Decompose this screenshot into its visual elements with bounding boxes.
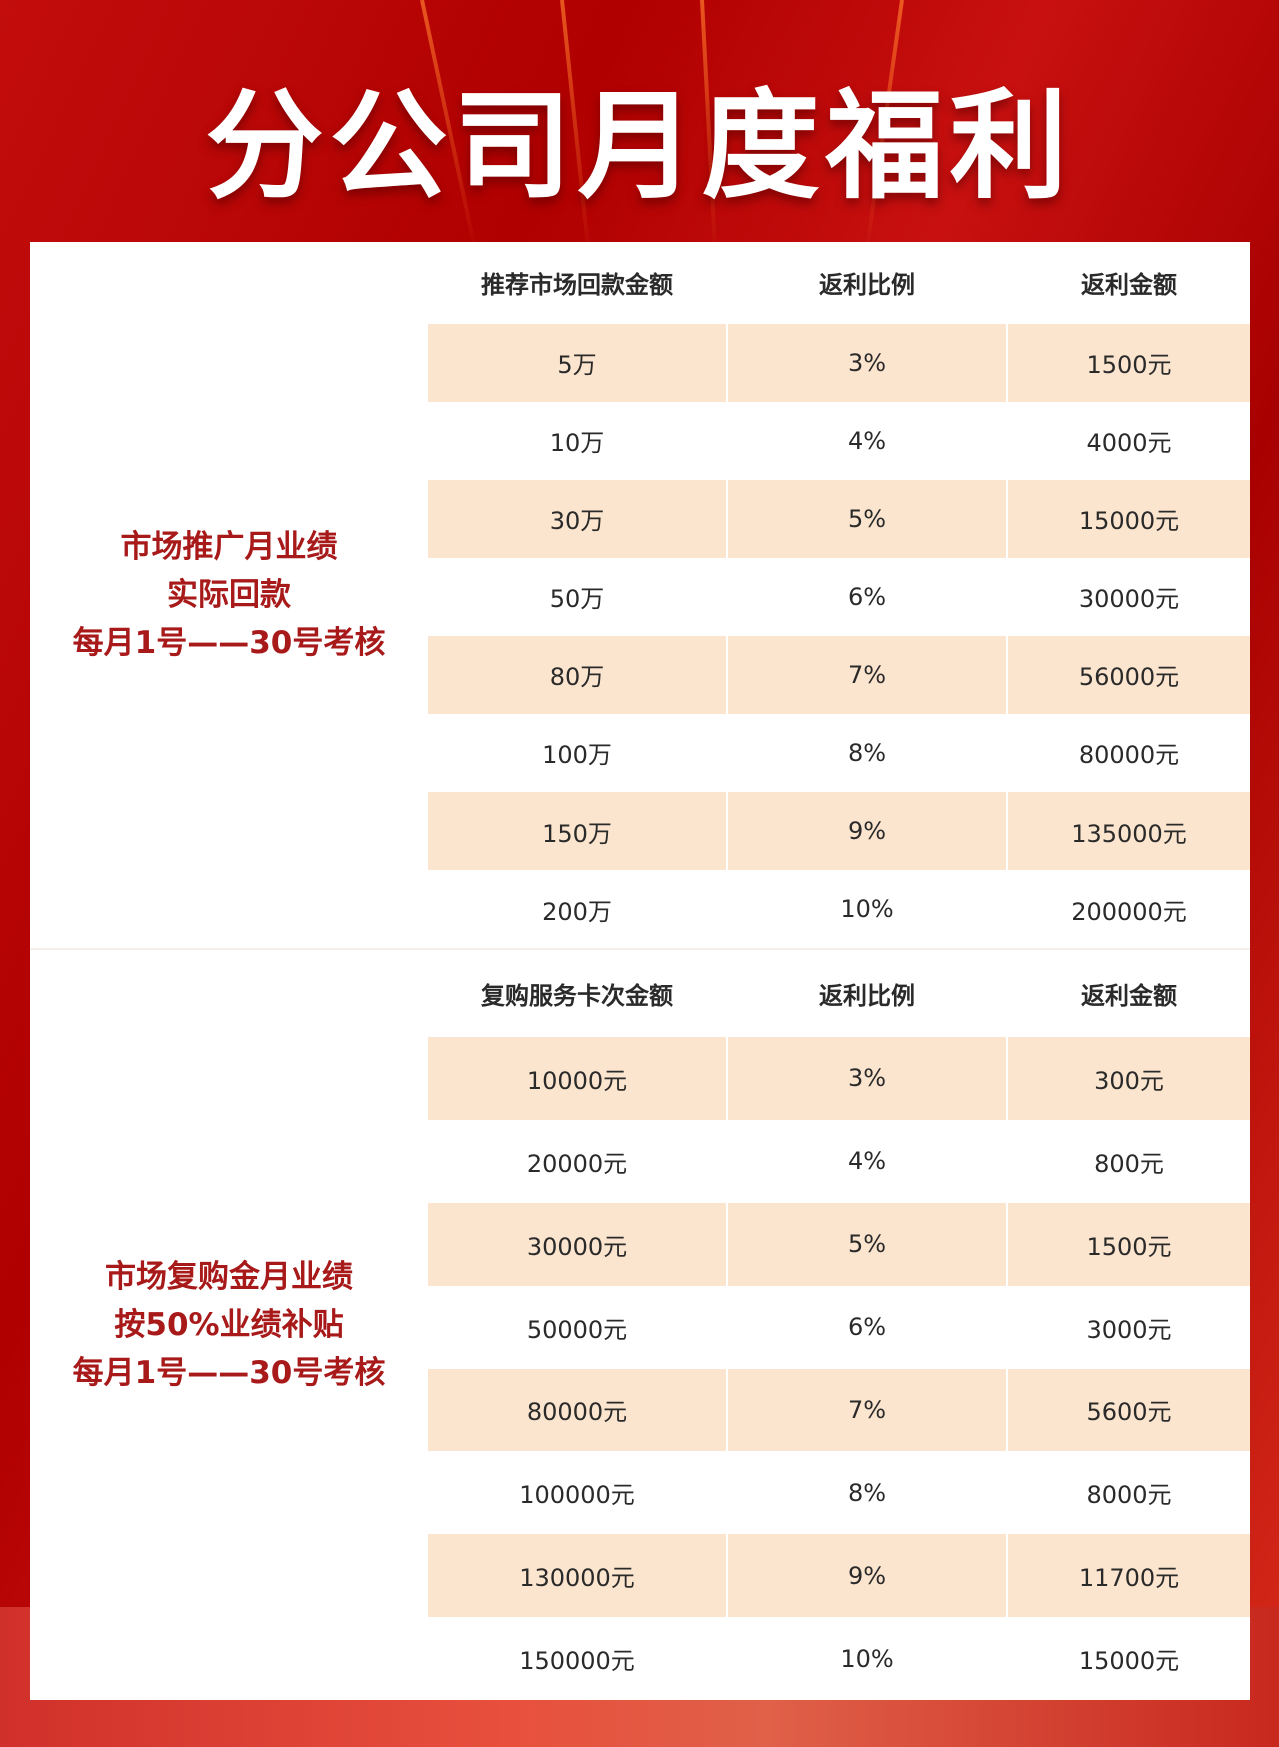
header-row: 复购服务卡次金额 返利比例 返利金额 [428,950,1250,1038]
table-cell: 80000元 [428,1368,728,1452]
label-line: 实际回款 [167,577,291,613]
table-row: 200万 10% 200000元 [428,870,1250,949]
table-row: 30000元 5% 1500元 [428,1202,1250,1286]
column-header: 返利比例 [728,242,1008,324]
table-cell: 8% [728,713,1008,792]
table-cell: 150万 [428,792,728,871]
label-line: 市场复购金月业绩 [105,1259,353,1295]
table-cell: 56000元 [1008,635,1250,714]
table-cell: 10000元 [428,1037,728,1120]
table-cell: 50万 [428,557,728,636]
header-row: 推荐市场回款金额 返利比例 返利金额 [428,242,1250,324]
column-header: 复购服务卡次金额 [428,950,728,1038]
table-row: 150000元 10% 15000元 [428,1617,1250,1701]
table-cell: 4% [728,401,1008,480]
table-cell: 3% [728,323,1008,402]
table-cell: 200万 [428,870,728,949]
column-header: 返利比例 [728,950,1008,1038]
table-cell: 20000元 [428,1119,728,1203]
page-title: 分公司月度福利 [205,77,1074,215]
table-cell: 7% [728,1368,1008,1452]
table-row: 20000元 4% 800元 [428,1119,1250,1203]
table-row: 50000元 6% 3000元 [428,1285,1250,1369]
table-cell: 80000元 [1078,741,1180,770]
table-row: 50万 6% 30000元 [428,557,1250,636]
table-cell: 15000元 [1008,479,1250,558]
table-cell: 300元 [1008,1037,1250,1120]
benefits-card: 市场推广月业绩 实际回款 每月1号——30号考核 推荐市场回款金额 返利比例 返利金… [30,242,1250,1701]
table-cell: 200000元 [1071,897,1187,926]
section-promotion: 市场推广月业绩 实际回款 每月1号——30号考核 推荐市场回款金额 返利比例 返利金… [30,242,1250,949]
section-label: 市场推广月业绩 实际回款 每月1号——30号考核 [30,242,428,948]
table-row: 5万 3% 1500元 [428,323,1250,402]
table-cell: 30万 [428,479,728,558]
table-cell: 30000元 [428,1202,728,1286]
table-cell: 135000元 [1008,792,1250,871]
table-cell: 30000元 [1078,585,1180,614]
table-row: 80000元 7% 5600元 [428,1368,1250,1452]
table-cell: 10万 [428,401,728,480]
table-cell: 100万 [428,713,728,792]
table-cell: 9% [728,792,1008,871]
table-cell: 130000元 [428,1534,728,1618]
label-line: 市场推广月业绩 [120,529,338,565]
table-cell: 6% [728,557,1008,636]
table-cell: 4000元 [1086,429,1172,458]
table-cell: 5% [728,1202,1008,1286]
table-cell: 3% [728,1037,1008,1120]
table-row: 10000元 3% 300元 [428,1037,1250,1120]
table-row: 130000元 9% 11700元 [428,1534,1250,1618]
label-line: 每月1号——30号考核 [72,625,386,661]
table-row: 80万 7% 56000元 [428,635,1250,714]
table-cell: 7% [728,635,1008,714]
column-header: 返利金额 [1081,271,1177,300]
table-cell: 5万 [428,323,728,402]
column-header: 推荐市场回款金额 [428,242,728,324]
rebate-table: 推荐市场回款金额 返利比例 返利金额 5万 3% 1500元 10万 4% 4000元 30万 5%… [428,242,1250,949]
table-row: 100000元 8% 8000元 [428,1451,1250,1535]
table-cell: 150000元 [428,1617,728,1701]
table-cell: 4% [728,1119,1008,1203]
table-cell: 8% [728,1451,1008,1535]
label-line: 每月1号——30号考核 [72,1355,386,1391]
table-cell: 1500元 [1008,1202,1250,1286]
section-repurchase: 市场复购金月业绩 按50%业绩补贴 每月1号——30号考核 复购服务卡次金额 返利… [30,948,1250,1701]
table-cell: 3000元 [1086,1315,1172,1344]
table-cell: 11700元 [1008,1534,1250,1618]
table-cell: 6% [728,1285,1008,1369]
table-row: 100万 8% 80000元 [428,713,1250,792]
table-cell: 50000元 [428,1285,728,1369]
column-header: 返利金额 [1081,982,1177,1010]
table-cell: 10% [728,1617,1008,1701]
table-cell: 15000元 [1078,1647,1180,1676]
table-cell: 5% [728,479,1008,558]
table-cell: 80万 [428,635,728,714]
table-cell: 9% [728,1534,1008,1618]
table-cell: 800元 [1094,1149,1164,1178]
table-cell: 8000元 [1086,1481,1172,1510]
label-line: 按50%业绩补贴 [114,1307,344,1343]
table-row: 30万 5% 15000元 [428,479,1250,558]
rebate-table: 复购服务卡次金额 返利比例 返利金额 10000元 3% 300元 20000元 4% 800元… [428,950,1250,1701]
table-cell: 10% [728,870,1008,949]
table-cell: 100000元 [428,1451,728,1535]
section-label: 市场复购金月业绩 按50%业绩补贴 每月1号——30号考核 [30,950,428,1700]
table-row: 150万 9% 135000元 [428,792,1250,871]
table-cell: 5600元 [1008,1368,1250,1452]
table-row: 10万 4% 4000元 [428,401,1250,480]
table-cell: 1500元 [1008,323,1250,402]
